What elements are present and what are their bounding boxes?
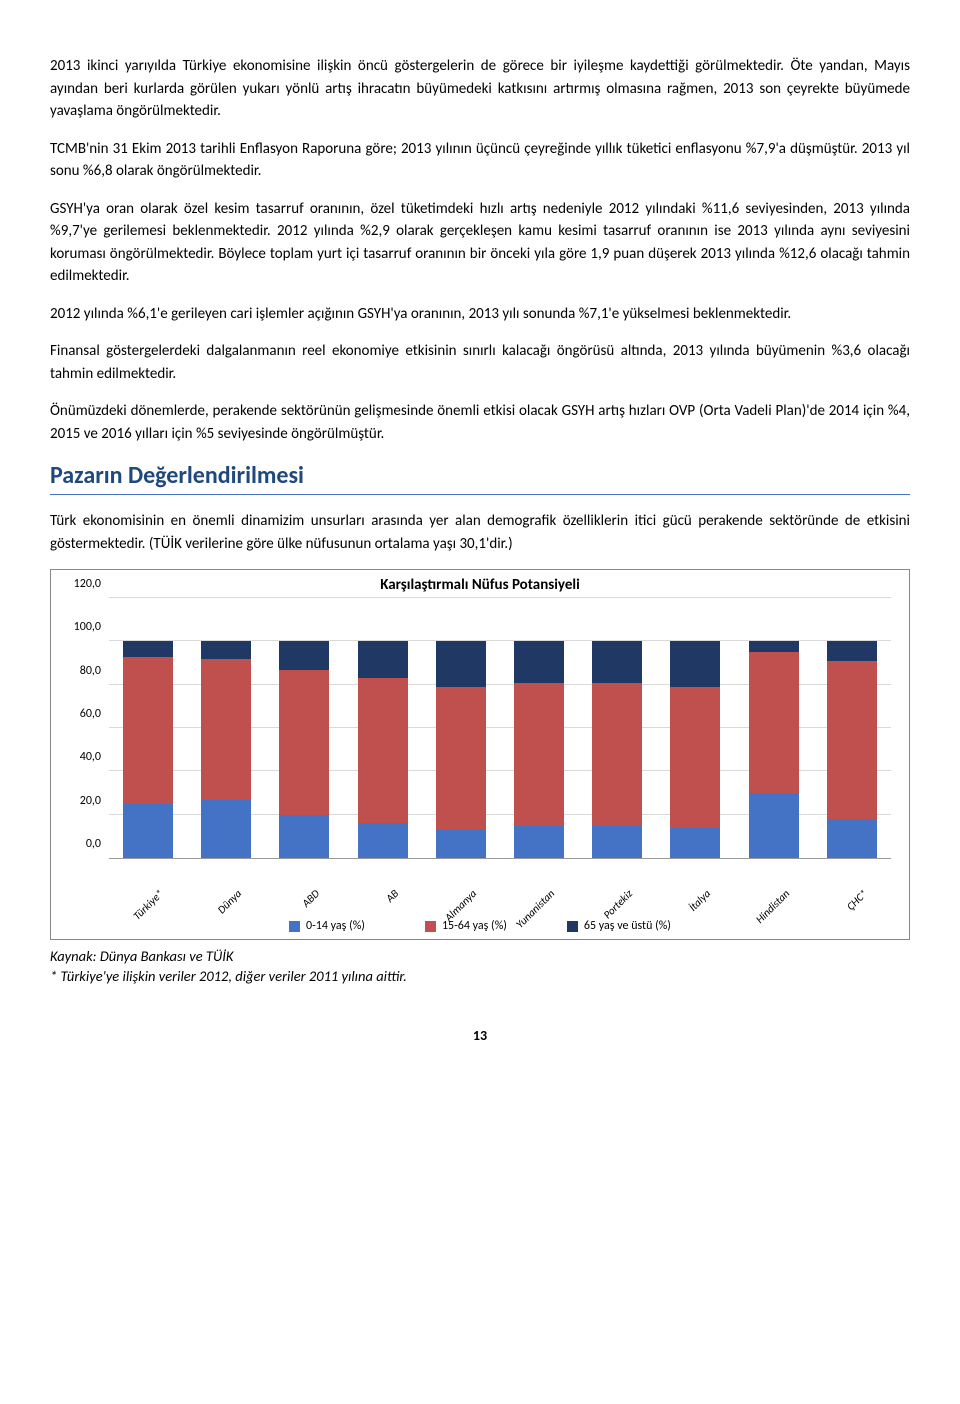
bar-segment-working bbox=[749, 652, 799, 793]
chart-y-axis: 0,020,040,060,080,0100,0120,0 bbox=[61, 598, 105, 858]
y-tick-label: 20,0 bbox=[80, 794, 101, 808]
y-tick-label: 100,0 bbox=[74, 620, 101, 634]
bar-segment-old bbox=[670, 641, 720, 687]
body-paragraph: TCMB'nin 31 Ekim 2013 tarihli Enflasyon … bbox=[50, 138, 910, 183]
bar bbox=[592, 598, 642, 858]
bar bbox=[514, 598, 564, 858]
bar bbox=[201, 598, 251, 858]
bar-segment-young bbox=[123, 804, 173, 858]
bar-segment-young bbox=[279, 815, 329, 858]
body-paragraph: GSYH'ya oran olarak özel kesim tasarruf … bbox=[50, 198, 910, 288]
bar-segment-working bbox=[670, 687, 720, 828]
bar bbox=[279, 598, 329, 858]
bar-segment-old bbox=[514, 641, 564, 682]
bar bbox=[436, 598, 486, 858]
bar-segment-working bbox=[279, 670, 329, 815]
bar-segment-working bbox=[436, 687, 486, 830]
bar-segment-old bbox=[592, 641, 642, 682]
bar bbox=[749, 598, 799, 858]
bar-segment-old bbox=[436, 641, 486, 687]
y-tick-label: 0,0 bbox=[86, 837, 101, 851]
bar-segment-working bbox=[123, 657, 173, 804]
bar-segment-young bbox=[358, 823, 408, 858]
bar-segment-working bbox=[201, 659, 251, 800]
bar-segment-working bbox=[358, 678, 408, 823]
y-tick-label: 80,0 bbox=[80, 664, 101, 678]
body-paragraph: Türk ekonomisinin en önemli dinamizim un… bbox=[50, 510, 910, 555]
bar-segment-old bbox=[279, 641, 329, 669]
bar-segment-old bbox=[201, 641, 251, 658]
bar-segment-young bbox=[201, 800, 251, 859]
bar bbox=[123, 598, 173, 858]
chart-plot-area: 0,020,040,060,080,0100,0120,0 bbox=[109, 598, 891, 859]
y-tick-label: 40,0 bbox=[80, 750, 101, 764]
chart-bars bbox=[109, 598, 891, 858]
population-chart: Karşılaştırmalı Nüfus Potansiyeli 0,020,… bbox=[50, 569, 910, 940]
y-tick-label: 120,0 bbox=[74, 577, 101, 591]
bar-segment-old bbox=[358, 641, 408, 678]
page-number: 13 bbox=[50, 1027, 910, 1044]
y-tick-label: 60,0 bbox=[80, 707, 101, 721]
bar-segment-young bbox=[436, 830, 486, 858]
bar-segment-young bbox=[670, 828, 720, 858]
bar-segment-young bbox=[592, 826, 642, 859]
bar-segment-old bbox=[749, 641, 799, 652]
section-heading: Pazarın Değerlendirilmesi bbox=[50, 461, 910, 495]
bar-segment-young bbox=[749, 793, 799, 858]
bar-segment-working bbox=[827, 661, 877, 819]
body-paragraph: Finansal göstergelerdeki dalgalanmanın r… bbox=[50, 340, 910, 385]
bar bbox=[670, 598, 720, 858]
bar-segment-old bbox=[123, 641, 173, 656]
bar-segment-young bbox=[514, 826, 564, 859]
bar bbox=[827, 598, 877, 858]
body-paragraph: 2013 ikinci yarıyılda Türkiye ekonomisin… bbox=[50, 55, 910, 123]
bar bbox=[358, 598, 408, 858]
chart-x-labels: Türkiye*DünyaABDABAlmanyaYunanistanPorte… bbox=[109, 859, 891, 913]
body-paragraph: 2012 yılında %6,1'e gerileyen cari işlem… bbox=[50, 303, 910, 326]
bar-segment-young bbox=[827, 819, 877, 858]
bar-segment-working bbox=[592, 683, 642, 826]
bar-segment-working bbox=[514, 683, 564, 826]
chart-source-line: * Türkiye'ye ilişkin veriler 2012, diğer… bbox=[50, 966, 910, 986]
chart-title: Karşılaştırmalı Nüfus Potansiyeli bbox=[61, 576, 899, 594]
body-paragraph: Önümüzdeki dönemlerde, perakende sektörü… bbox=[50, 400, 910, 445]
bar-segment-old bbox=[827, 641, 877, 661]
